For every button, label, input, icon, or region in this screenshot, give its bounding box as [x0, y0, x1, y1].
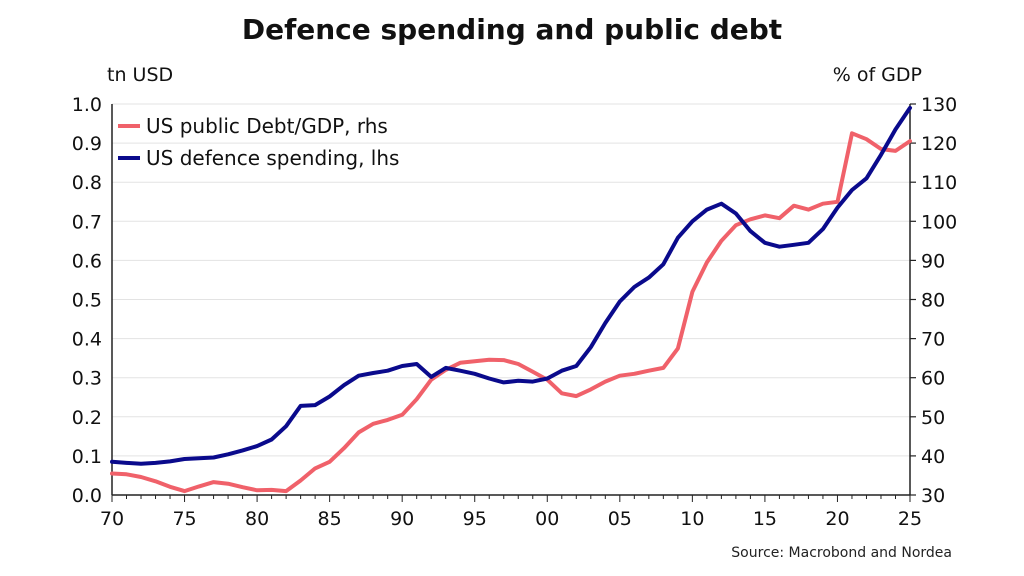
y-right-tick-label: 60	[921, 368, 945, 390]
y-left-tick-label: 0.4	[72, 329, 102, 351]
y-right-tick-label: 50	[921, 407, 945, 429]
y-left-tick-label: 0.8	[72, 172, 102, 194]
y-left-tick-label: 1.0	[72, 94, 102, 116]
y-right-tick-label: 70	[921, 329, 945, 351]
tick-labels: 0.0 0.1 0.2 0.3 0.4 0.5 0.6 0.7 0.8 0.9 1.0 30 40 50 6…	[72, 94, 957, 530]
y-left-tick-label: 0.3	[72, 368, 102, 390]
x-tick-label: 20	[825, 508, 849, 530]
y-right-tick-label: 40	[921, 446, 945, 468]
x-tick-label: 90	[390, 508, 414, 530]
x-tick-label: 10	[680, 508, 704, 530]
x-tick-label: 85	[318, 508, 342, 530]
y-right-tick-label: 80	[921, 290, 945, 312]
x-tick-label: 15	[753, 508, 777, 530]
y-left-tick-label: 0.1	[72, 446, 102, 468]
axes	[111, 103, 916, 502]
source-note: Source: Macrobond and Nordea	[731, 545, 952, 561]
series-line-debt	[110, 131, 912, 494]
y-right-tick-label: 120	[921, 133, 957, 155]
chart-title: Defence spending and public debt	[242, 13, 782, 46]
series-lines	[110, 105, 912, 494]
y-right-tick-label: 130	[921, 94, 957, 116]
y-left-tick-label: 0.2	[72, 407, 102, 429]
x-tick-label: 80	[245, 508, 269, 530]
x-tick-label: 25	[898, 508, 922, 530]
x-tick-label: 00	[535, 508, 559, 530]
left-axis-label: tn USD	[107, 64, 173, 86]
y-right-tick-label: 110	[921, 172, 957, 194]
y-left-tick-label: 0.7	[72, 211, 102, 233]
y-right-tick-label: 30	[921, 485, 945, 507]
y-left-tick-label: 0.9	[72, 133, 102, 155]
series-line-defence	[110, 105, 912, 466]
legend-label-debt: US public Debt/GDP, rhs	[146, 114, 388, 138]
y-left-tick-label: 0.6	[72, 250, 102, 272]
y-right-tick-label: 90	[921, 250, 945, 272]
y-left-tick-label: 0.0	[72, 485, 102, 507]
y-right-tick-label: 100	[921, 211, 957, 233]
x-tick-label: 05	[608, 508, 632, 530]
right-axis-label: % of GDP	[833, 64, 922, 86]
legend-label-defence: US defence spending, lhs	[146, 146, 399, 170]
x-tick-label: 70	[100, 508, 124, 530]
legend: US public Debt/GDP, rhs US defence spend…	[118, 114, 399, 170]
x-tick-label: 95	[463, 508, 487, 530]
gridlines	[112, 103, 910, 457]
y-left-tick-label: 0.5	[72, 290, 102, 312]
x-tick-label: 75	[172, 508, 196, 530]
